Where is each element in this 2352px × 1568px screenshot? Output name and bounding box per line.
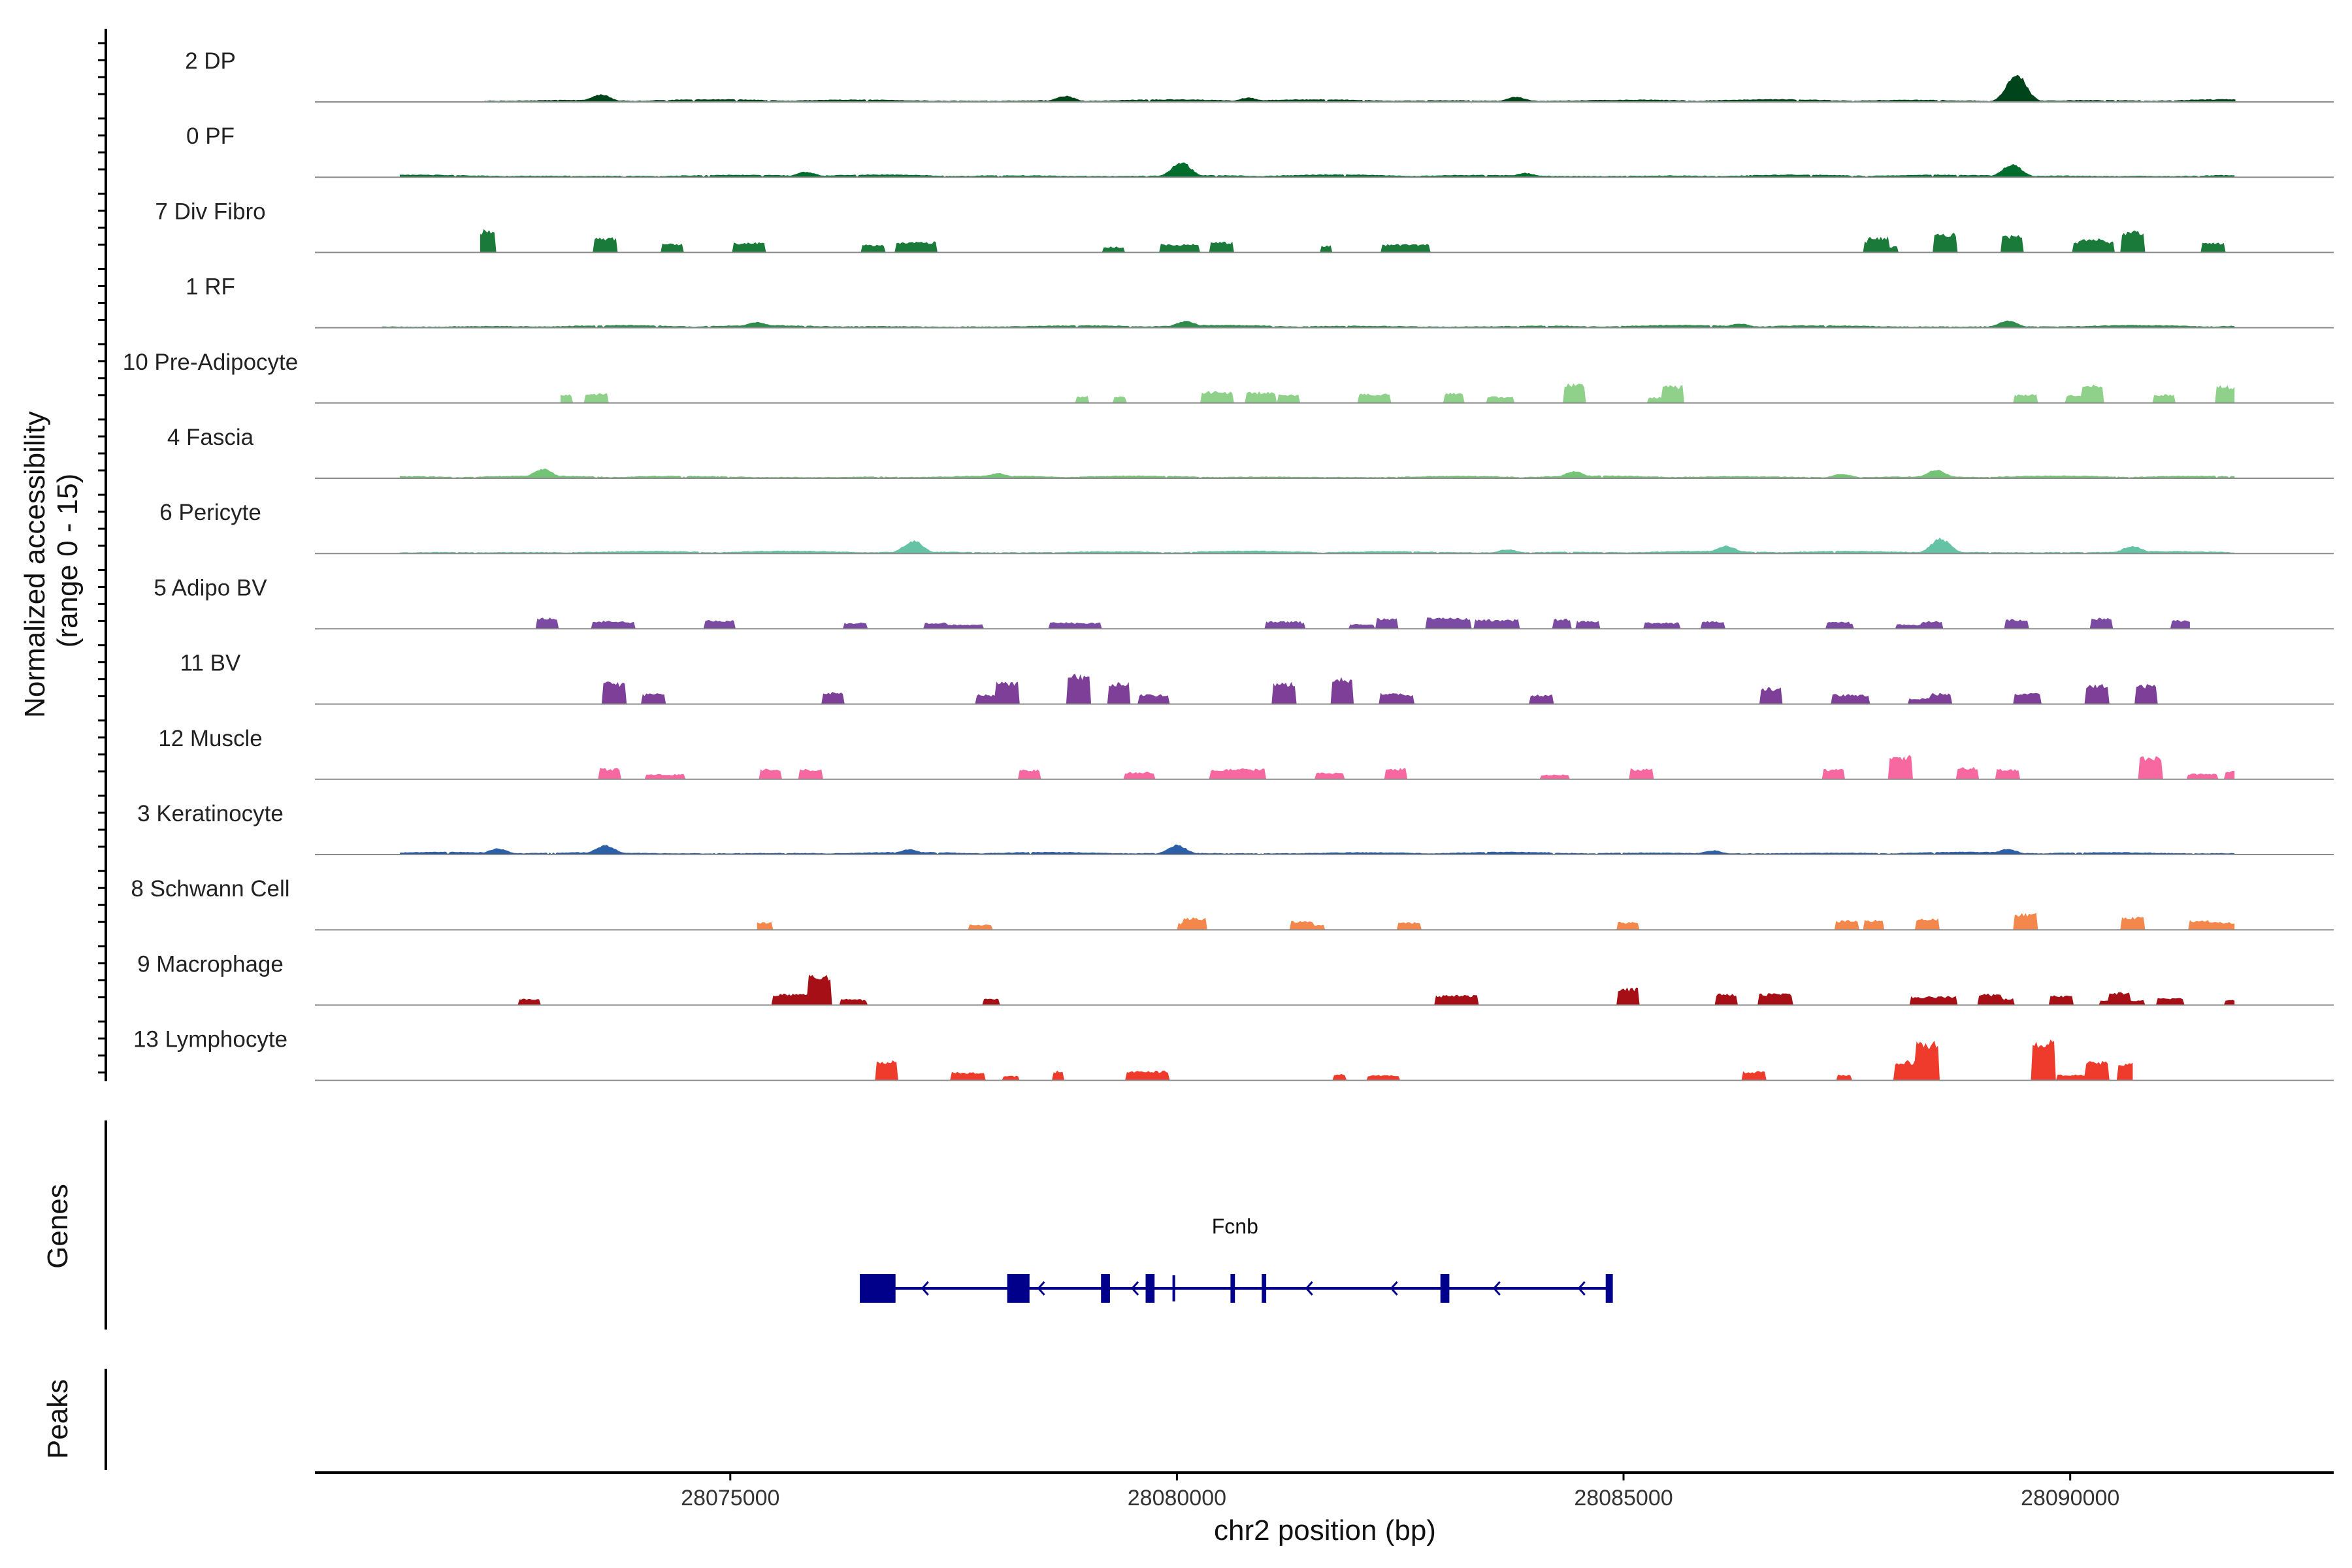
gene-exon (1605, 1274, 1613, 1303)
track-11: 3 Keratinocyte (137, 801, 2334, 855)
track-label: 2 DP (185, 48, 236, 74)
y-axis-title-line2: (range 0 - 15) (52, 474, 84, 648)
coverage-area (399, 538, 2235, 554)
coverage-area (399, 468, 2235, 478)
coverage-area (484, 74, 2236, 102)
track-label: 1 RF (186, 274, 235, 300)
track-7: 6 Pericyte (159, 500, 2334, 555)
y-axis-title: Normalized accessibility (range 0 - 15) (19, 403, 84, 718)
strand-arrow (1577, 1281, 1586, 1296)
track-14: 13 Lymphocyte (133, 1027, 2334, 1081)
gene-exon (1101, 1274, 1110, 1303)
coverage-area (399, 844, 2235, 855)
gene-track: Fcnb (860, 1215, 1613, 1303)
track-9: 11 BV (180, 651, 2334, 705)
x-axis: 28075000 28080000 28085000 28090000 (315, 1471, 2334, 1511)
strand-arrow (1305, 1281, 1313, 1296)
strand-arrow (1131, 1281, 1139, 1296)
coverage-area (515, 974, 2235, 1005)
coverage-tracks: 2 DP 0 PF 7 Div Fibro 1 RF 10 Pre-Adipocyte 4… (123, 48, 2334, 1081)
track-label: 0 PF (186, 123, 235, 149)
track-label: 8 Schwann Cell (131, 876, 289, 902)
x-axis-title: chr2 position (bp) (1214, 1514, 1436, 1546)
coverage-area (480, 229, 2235, 253)
track-4: 1 RF (186, 274, 2334, 329)
coverage-area (757, 913, 2235, 930)
track-3: 7 Div Fibro (155, 199, 2334, 253)
track-2: 0 PF (186, 123, 2334, 178)
track-13: 9 Macrophage (137, 951, 2334, 1006)
track-label: 13 Lymphocyte (133, 1027, 287, 1053)
track-label: 9 Macrophage (137, 951, 284, 977)
track-6: 4 Fascia (167, 425, 2334, 479)
track-label: 12 Muscle (158, 726, 263, 751)
gene-exon (1262, 1274, 1267, 1303)
gene-exon (1172, 1275, 1175, 1301)
track-1: 2 DP (185, 48, 2334, 103)
gene-name: Fcnb (1212, 1215, 1258, 1238)
track-8: 5 Adipo BV (154, 575, 2334, 630)
genes-panel-label: Genes (42, 1184, 74, 1269)
track-label: 5 Adipo BV (154, 575, 267, 600)
strand-arrow (921, 1281, 929, 1296)
y-axis-title-line1: Normalized accessibility (19, 411, 51, 717)
coverage-area (864, 1039, 2133, 1081)
track-10: 12 Muscle (158, 726, 2334, 780)
strand-arrow (1492, 1281, 1501, 1296)
x-tick-label: 28090000 (2021, 1486, 2119, 1511)
y-axis (98, 29, 107, 1081)
gene-exon (1007, 1274, 1030, 1303)
strand-arrow (1390, 1281, 1398, 1296)
coverage-area (382, 320, 2235, 328)
coverage-area (596, 674, 2178, 704)
track-label: 10 Pre-Adipocyte (123, 350, 298, 375)
coverage-area (399, 162, 2235, 178)
track-label: 6 Pericyte (159, 500, 261, 525)
track-label: 3 Keratinocyte (137, 801, 284, 826)
peaks-panel-label: Peaks (42, 1379, 74, 1459)
gene-exon (1145, 1274, 1155, 1303)
coverage-area (561, 383, 2235, 403)
track-label: 7 Div Fibro (155, 199, 265, 224)
track-12: 8 Schwann Cell (131, 876, 2334, 931)
coverage-area (596, 755, 2235, 779)
track-label: 4 Fascia (167, 425, 254, 450)
track-label: 11 BV (180, 651, 241, 676)
x-tick-label: 28075000 (681, 1486, 779, 1511)
gene-exon (1230, 1274, 1235, 1303)
gene-exon (860, 1274, 896, 1303)
x-tick-label: 28080000 (1128, 1486, 1226, 1511)
track-5: 10 Pre-Adipocyte (123, 350, 2334, 404)
gene-exon (1440, 1274, 1450, 1303)
strand-arrow (1037, 1281, 1045, 1296)
coverage-area (525, 617, 2190, 629)
x-tick-label: 28085000 (1574, 1486, 1673, 1511)
